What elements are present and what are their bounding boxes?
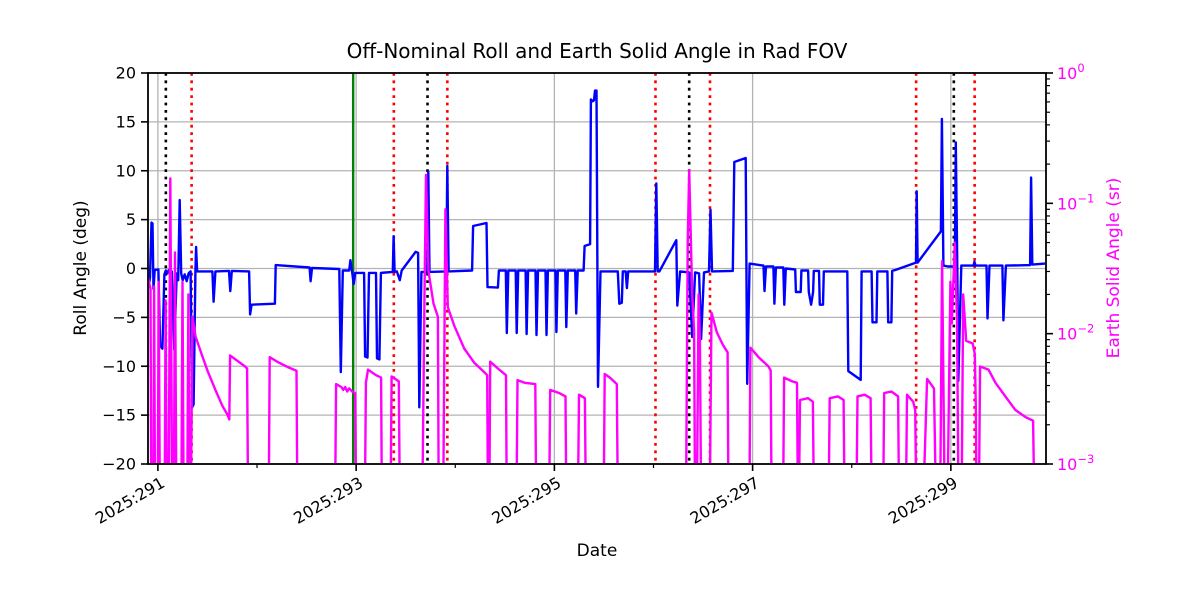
y-left-tick-label: −15 <box>102 406 136 425</box>
y-left-tick-label: 10 <box>116 161 136 180</box>
y-left-tick-label: −10 <box>102 357 136 376</box>
y-right-tick-label: 10−2 <box>1057 322 1094 344</box>
y-left-tick-label: −5 <box>112 308 136 327</box>
x-tick-label: 2025:295 <box>488 473 564 528</box>
x-axis-label: Date <box>577 541 618 561</box>
series-earth-solid-angle <box>148 168 1035 464</box>
x-tick-label: 2025:293 <box>290 473 366 528</box>
x-tick-label: 2025:291 <box>92 473 168 528</box>
axis-ticks <box>141 72 1053 471</box>
y-left-tick-label: 5 <box>126 210 136 229</box>
y-right-tick-label: 100 <box>1057 61 1085 83</box>
x-tick-label: 2025:297 <box>687 473 763 528</box>
y-left-tick-label: 20 <box>116 64 136 83</box>
y-left-tick-label: 15 <box>116 112 136 131</box>
series-roll-angle <box>148 89 1046 409</box>
data-series <box>148 89 1046 464</box>
y-right-tick-label: 10−1 <box>1057 191 1094 213</box>
y-axis-label-left: Roll Angle (deg) <box>71 200 91 335</box>
chart-title: Off-Nominal Roll and Earth Solid Angle i… <box>347 39 848 63</box>
y-axis-label-right: Earth Solid Angle (sr) <box>1104 178 1124 359</box>
y-right-tick-label: 10−3 <box>1057 452 1094 474</box>
y-left-tick-label: −20 <box>102 455 136 474</box>
x-tick-label: 2025:299 <box>885 473 961 528</box>
y-left-tick-label: 0 <box>126 259 136 278</box>
